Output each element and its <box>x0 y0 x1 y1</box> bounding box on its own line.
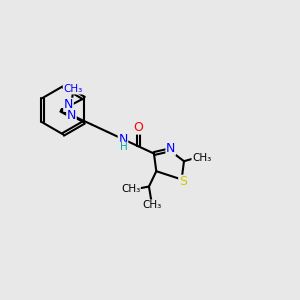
Text: N: N <box>166 142 175 155</box>
Text: N: N <box>64 98 73 111</box>
Text: CH₃: CH₃ <box>121 184 140 194</box>
Text: O: O <box>134 121 143 134</box>
Text: N: N <box>118 133 128 146</box>
Text: CH₃: CH₃ <box>142 200 161 210</box>
Text: H: H <box>120 142 128 152</box>
Text: CH₃: CH₃ <box>63 84 82 94</box>
Text: N: N <box>67 109 76 122</box>
Text: S: S <box>179 175 187 188</box>
Text: CH₃: CH₃ <box>192 153 211 163</box>
